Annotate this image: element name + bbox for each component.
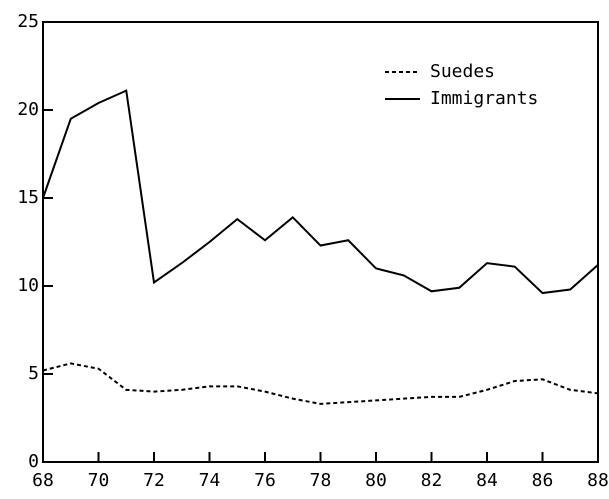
series-line [42,362,599,405]
y-tick-label: 20 [17,99,39,120]
x-tick-label: 88 [587,470,609,491]
x-tick-label: 68 [32,470,54,491]
x-tick-label: 72 [143,470,165,491]
y-tick-label: 15 [17,187,39,208]
y-tick-label: 5 [28,363,39,384]
legend-label: Immigrants [430,88,538,109]
x-tick-label: 86 [532,470,554,491]
y-tick-label: 25 [17,11,39,32]
series-line [42,89,599,295]
x-tick-label: 84 [476,470,498,491]
y-tick-label: 10 [17,275,39,296]
x-tick-label: 76 [254,470,276,491]
x-tick-label: 74 [199,470,221,491]
x-tick-label: 80 [365,470,387,491]
x-tick-label: 82 [421,470,443,491]
y-tick-label: 0 [28,451,39,472]
legend-label: Suedes [430,61,495,82]
x-tick-label: 78 [310,470,332,491]
x-tick-label: 70 [88,470,110,491]
